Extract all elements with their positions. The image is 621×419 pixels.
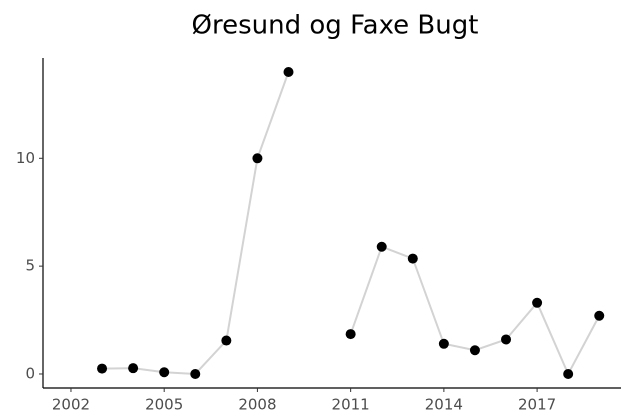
- point: [532, 297, 543, 308]
- point: [159, 367, 170, 378]
- point: [97, 363, 108, 374]
- point: [407, 253, 418, 264]
- x-tick-label: 2005: [145, 396, 183, 414]
- point: [190, 368, 201, 379]
- x-tick-label: 2011: [332, 396, 370, 414]
- y-tick-label: 10: [16, 149, 35, 167]
- point: [128, 363, 139, 374]
- chart-title: Øresund og Faxe Bugt: [192, 11, 479, 41]
- y-tick-label: 0: [25, 364, 35, 382]
- x-tick-label: 2017: [518, 396, 556, 414]
- point: [469, 345, 480, 356]
- point: [594, 310, 605, 321]
- line: [102, 71, 601, 377]
- x-tick-label: 2008: [238, 396, 276, 414]
- y-tick-label: 5: [25, 257, 35, 275]
- x-tick-label: 2014: [425, 396, 463, 414]
- x-tick-label: 2002: [52, 396, 90, 414]
- point: [438, 338, 449, 349]
- point: [376, 241, 387, 252]
- point: [563, 368, 574, 379]
- point: [221, 335, 232, 346]
- point: [501, 334, 512, 345]
- point: [345, 329, 356, 340]
- point: [252, 153, 263, 164]
- point: [283, 67, 294, 78]
